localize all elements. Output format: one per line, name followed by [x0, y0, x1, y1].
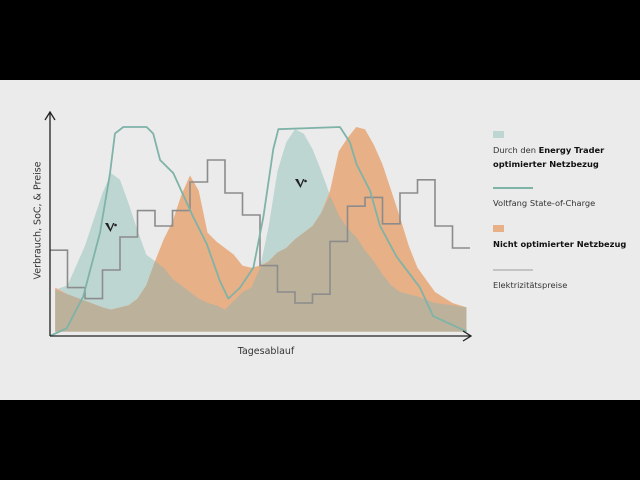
overlap-area	[55, 195, 467, 332]
legend-text: Durch den	[493, 145, 539, 155]
voltfang-logo-marker	[105, 179, 307, 232]
line-layer	[49, 126, 470, 337]
x-axis-arrow	[462, 330, 473, 342]
chart-plot	[44, 110, 473, 342]
legend-line-soc	[493, 187, 533, 189]
price-step-line	[50, 159, 470, 304]
legend-text-bold: optimierter Netzbezug	[493, 159, 599, 169]
y-axis-arrow	[44, 110, 56, 121]
legend-label-soc: Voltfang State-of-Charge	[493, 198, 596, 208]
legend-swatch-non-optimized	[493, 225, 504, 232]
legend-label-non-optimized: Nicht optimierter Netzbezug	[493, 239, 627, 249]
legend-label-optimized: Durch den Energy Trader optimierter Netz…	[493, 143, 604, 171]
soc-line	[49, 126, 468, 337]
axes	[44, 110, 473, 342]
legend-label-price: Elektrizitätspreise	[493, 280, 568, 290]
x-axis-label: Tagesablauf	[237, 346, 295, 357]
legend-swatch-optimized	[493, 131, 504, 138]
legend-line-price	[493, 269, 533, 271]
chart-canvas: Verbrauch, SoC, & Preise Tagesablauf Dur…	[0, 80, 640, 400]
legend-text-bold: Energy Trader	[538, 145, 605, 155]
y-axis-label: Verbrauch, SoC, & Preise	[32, 161, 44, 280]
